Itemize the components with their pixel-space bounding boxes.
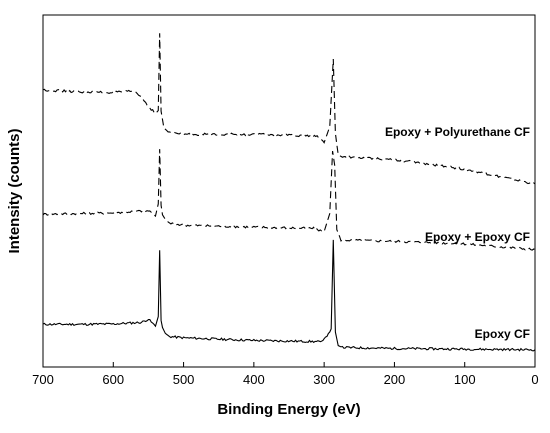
x-axis-title: Binding Energy (eV) — [217, 401, 360, 418]
series-line — [42, 33, 536, 185]
series-group — [42, 33, 536, 352]
x-tick-label: 500 — [173, 372, 195, 387]
x-tick-label: 700 — [32, 372, 54, 387]
x-ticks — [42, 362, 536, 367]
series-labels: Epoxy CF Epoxy + Epoxy CF Epoxy + Polyuret… — [385, 125, 530, 341]
series-line — [42, 239, 536, 352]
x-tick-label: 100 — [454, 372, 476, 387]
x-tick-labels: 700 600 500 400 300 200 100 0 — [32, 372, 538, 387]
x-tick-label: 0 — [531, 372, 538, 387]
series-label: Epoxy + Polyurethane CF — [385, 125, 530, 139]
y-axis-title: Intensity (counts) — [6, 128, 23, 253]
x-tick-label: 600 — [102, 372, 124, 387]
plot-frame — [42, 14, 536, 368]
x-tick-label: 400 — [243, 372, 265, 387]
series-line — [42, 149, 536, 251]
series-label: Epoxy CF — [475, 327, 530, 341]
series-label: Epoxy + Epoxy CF — [425, 230, 530, 244]
x-tick-label: 300 — [313, 372, 335, 387]
x-tick-label: 200 — [384, 372, 406, 387]
